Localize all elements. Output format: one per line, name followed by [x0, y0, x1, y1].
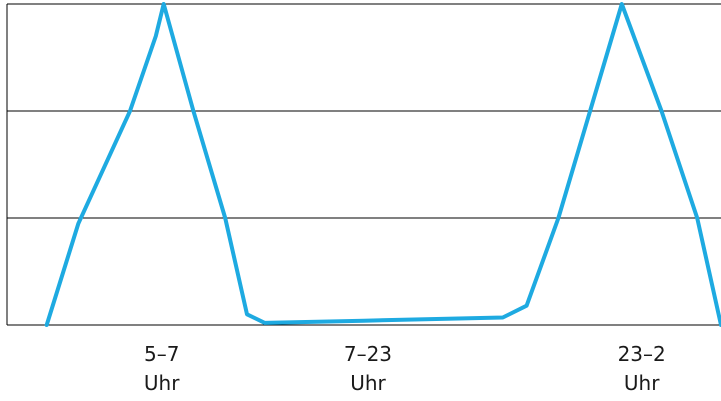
x-tick-label: Uhr — [624, 371, 660, 395]
x-tick-label: 7–23 — [344, 342, 392, 366]
x-tick-label: 5–7 — [144, 342, 179, 366]
x-tick-label: 23–2 — [618, 342, 666, 366]
gridlines — [7, 110, 721, 219]
x-tick-label: Uhr — [350, 371, 386, 395]
x-tick-labels: 5–7 Uhr 7–23 Uhr 23–2 Uhr — [144, 342, 666, 395]
series-group — [44, 2, 721, 327]
x-tick-label: Uhr — [144, 371, 180, 395]
series-line-0 — [44, 2, 721, 327]
plot-frame — [6, 3, 721, 326]
